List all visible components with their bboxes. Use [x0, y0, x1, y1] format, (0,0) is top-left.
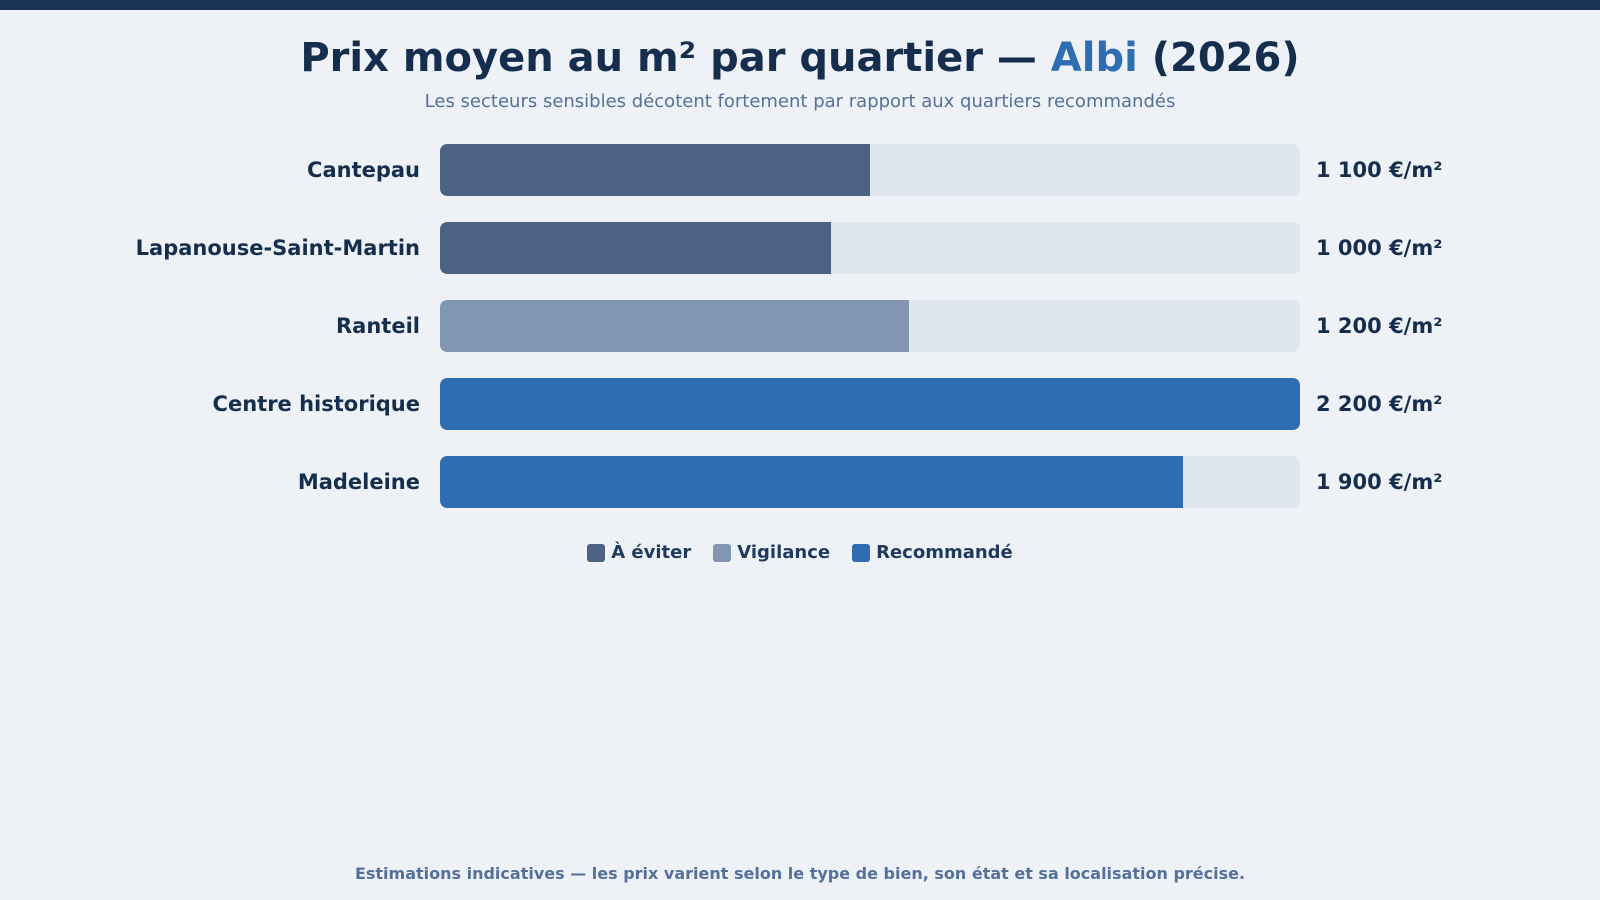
- bar-track: [440, 222, 1300, 274]
- legend-label: Recommandé: [876, 542, 1013, 563]
- bar-recommended: [440, 456, 1183, 508]
- bar-track: [440, 144, 1300, 196]
- bar-value-label: 2 200 €/m²: [1316, 392, 1443, 416]
- legend-label: Vigilance: [737, 542, 831, 563]
- legend-label: À éviter: [611, 542, 692, 563]
- legend-swatch: [852, 544, 871, 562]
- bar-vigilance: [440, 300, 909, 352]
- top-accent-bar: [0, 0, 1600, 10]
- bar-category-label: Ranteil: [336, 314, 420, 338]
- bar-category-label: Cantepau: [307, 158, 420, 182]
- legend-item-recommended: Recommandé: [852, 541, 1013, 565]
- chart-title: Prix moyen au m² par quartier — Albi (20…: [0, 32, 1600, 84]
- chart-subtitle: Les secteurs sensibles décotent fortemen…: [424, 91, 1176, 112]
- bar-category-label: Madeleine: [297, 470, 420, 494]
- bar-track: [440, 456, 1300, 508]
- legend-item-vigilance: Vigilance: [713, 541, 830, 565]
- bar-track: [440, 300, 1300, 352]
- legend-swatch: [587, 544, 606, 562]
- bar-value-label: 1 000 €/m²: [1316, 236, 1443, 260]
- title-city: Albi: [1050, 35, 1138, 81]
- bar-avoid: [440, 222, 831, 274]
- bar-recommended: [440, 378, 1300, 430]
- bar-category-label: Centre historique: [212, 392, 420, 416]
- bar-category-label: Lapanouse-Saint-Martin: [135, 236, 420, 260]
- bar-value-label: 1 200 €/m²: [1316, 314, 1443, 338]
- legend-item-avoid: À éviter: [587, 541, 691, 565]
- bar-value-label: 1 100 €/m²: [1316, 158, 1443, 182]
- bar-track: [440, 378, 1300, 430]
- bar-value-label: 1 900 €/m²: [1316, 470, 1443, 494]
- title-prefix: Prix moyen au m² par quartier —: [300, 35, 1051, 81]
- chart-legend: À éviter Vigilance Recommandé: [0, 541, 1600, 565]
- footnote: Estimations indicatives — les prix varie…: [354, 864, 1246, 883]
- legend-swatch: [713, 544, 732, 562]
- bar-avoid: [440, 144, 870, 196]
- title-suffix: (2026): [1137, 35, 1300, 81]
